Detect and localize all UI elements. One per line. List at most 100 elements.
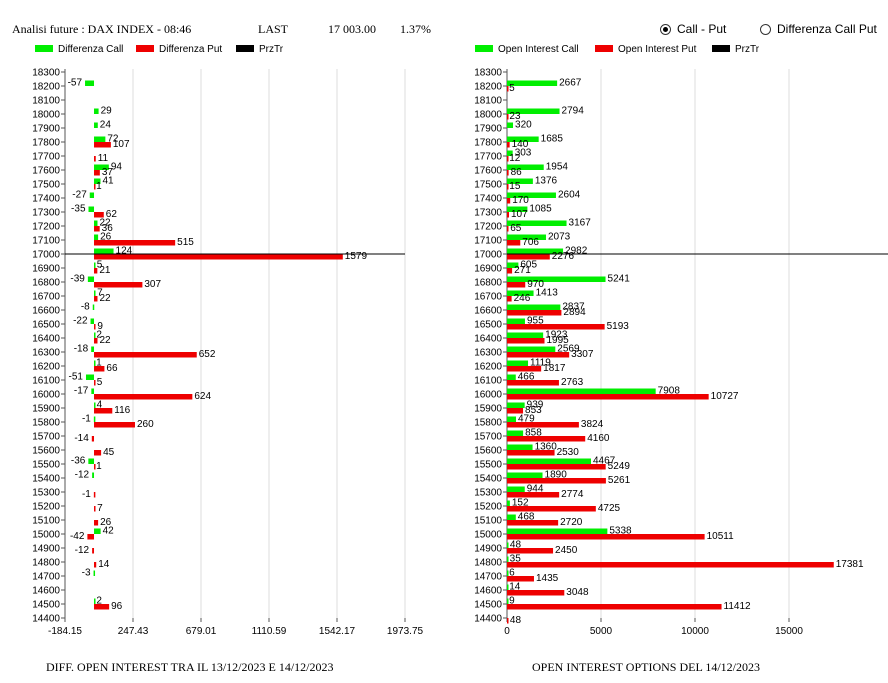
- strike-label: 17700: [474, 152, 502, 163]
- radio-call-put[interactable]: Call - Put: [660, 22, 726, 36]
- put-bar: [507, 534, 705, 540]
- legend-swatch-2: [136, 45, 154, 52]
- data-label: 3824: [581, 419, 604, 430]
- call-bar: [507, 136, 539, 142]
- data-label: 320: [515, 120, 532, 131]
- strike-label: 16400: [32, 334, 60, 345]
- data-label: 853: [525, 405, 542, 416]
- data-label: 624: [194, 391, 211, 402]
- put-bar: [94, 408, 113, 414]
- data-label: 22: [99, 293, 111, 304]
- radio-diff-call-put[interactable]: Differenza Call Put: [760, 22, 877, 36]
- call-bar: [89, 192, 95, 198]
- strike-label: 17400: [32, 194, 60, 205]
- data-label: 2604: [558, 190, 581, 201]
- call-bar: [507, 164, 544, 170]
- data-label: 7: [97, 503, 103, 514]
- strike-label: 17400: [474, 194, 502, 205]
- data-label: 45: [103, 447, 115, 458]
- x-tick-label: 15000: [775, 626, 803, 637]
- put-bar: [507, 562, 834, 568]
- data-label: 22: [99, 335, 111, 346]
- strike-label: 15300: [474, 488, 502, 499]
- data-label: 23: [509, 111, 521, 122]
- call-bar: [507, 388, 656, 394]
- x-tick-label: 1110.59: [252, 626, 287, 637]
- diff-open-interest-chart: Differenza Call Differenza Put PrzTr -184.1…: [32, 44, 423, 637]
- strike-label: 16100: [474, 376, 502, 387]
- strike-label: 14500: [474, 600, 502, 611]
- data-label: 479: [518, 414, 535, 425]
- call-bar: [94, 220, 98, 226]
- strike-label: 14700: [474, 572, 502, 583]
- call-bar: [507, 276, 606, 282]
- put-bar: [507, 506, 596, 512]
- call-bar: [90, 318, 95, 324]
- legend-swatch-3: [236, 45, 254, 52]
- data-label: 1: [96, 358, 102, 369]
- x-tick-label: 10000: [681, 626, 709, 637]
- put-bar: [94, 562, 97, 568]
- put-bar: [507, 170, 509, 176]
- strike-label: 16000: [32, 390, 60, 401]
- data-label: 5: [97, 377, 103, 388]
- data-label: 4725: [598, 503, 621, 514]
- data-label: 1579: [345, 251, 368, 262]
- strike-label: 14500: [32, 600, 60, 611]
- data-label: 35: [510, 554, 522, 565]
- data-label: 22: [99, 218, 111, 229]
- call-bar: [94, 332, 96, 338]
- data-label: 94: [111, 162, 123, 173]
- put-bar: [507, 296, 512, 302]
- call-bar: [94, 360, 96, 366]
- put-bar: [507, 310, 562, 316]
- legend-swatch-1: [475, 45, 493, 52]
- put-bar: [507, 156, 509, 162]
- call-bar: [507, 458, 591, 464]
- data-label: 7908: [658, 386, 681, 397]
- data-label: 1413: [536, 288, 559, 299]
- call-bar: [94, 136, 106, 142]
- data-label: 5241: [608, 274, 631, 285]
- put-bar: [507, 408, 524, 414]
- call-bar: [507, 332, 544, 338]
- call-bar: [94, 234, 99, 240]
- put-bar: [92, 548, 95, 554]
- strike-label: 15400: [474, 474, 502, 485]
- legend-label-1: Differenza Call: [58, 44, 123, 55]
- put-bar: [507, 282, 526, 288]
- data-label: 170: [512, 195, 529, 206]
- data-label: -1: [82, 489, 91, 500]
- data-label: 1: [96, 181, 102, 192]
- legend-swatch-3: [712, 45, 730, 52]
- call-bar: [91, 346, 95, 352]
- x-tick-label: 247.43: [118, 626, 149, 637]
- radio-unselected-icon[interactable]: [760, 23, 771, 35]
- call-bar: [92, 304, 95, 310]
- data-label: 652: [199, 349, 216, 360]
- strike-label: 16700: [474, 292, 502, 303]
- strike-label: 17700: [32, 152, 60, 163]
- put-bar: [507, 548, 554, 554]
- data-label: 2720: [560, 517, 583, 528]
- strike-label: 18300: [32, 68, 60, 79]
- strike-label: 15000: [32, 530, 60, 541]
- call-bar: [85, 374, 95, 380]
- legend-label-3: PrzTr: [735, 44, 760, 55]
- data-label: 1817: [543, 363, 566, 374]
- strike-label: 17500: [32, 180, 60, 191]
- radio-selected-icon[interactable]: [660, 23, 671, 35]
- data-label: 605: [520, 260, 537, 271]
- data-label: 2: [96, 596, 102, 607]
- data-label: 4467: [593, 456, 616, 467]
- put-bar: [507, 492, 560, 498]
- strike-label: 15200: [474, 502, 502, 513]
- data-label: 5261: [608, 475, 631, 486]
- data-label: 37: [102, 167, 114, 178]
- data-label: 2837: [562, 302, 585, 313]
- data-label: 1360: [535, 442, 558, 453]
- strike-label: 15200: [32, 502, 60, 513]
- data-label: 2667: [559, 78, 582, 89]
- data-label: 124: [116, 246, 133, 257]
- data-label: 1890: [545, 470, 568, 481]
